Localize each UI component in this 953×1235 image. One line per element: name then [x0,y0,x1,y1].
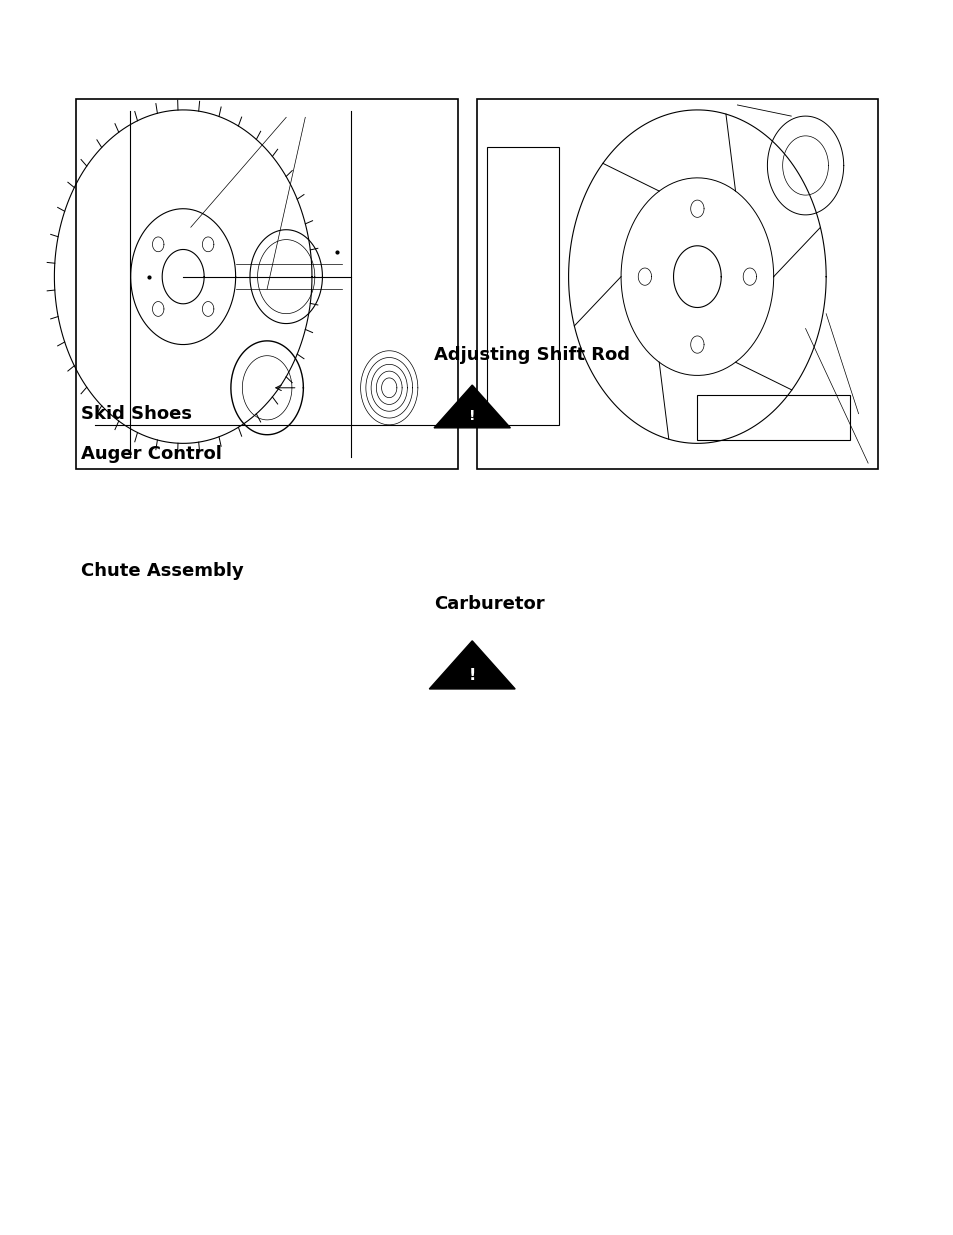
Bar [76,99,457,469]
Text: Carburetor: Carburetor [434,595,544,614]
Text: Chute Assembly: Chute Assembly [81,562,244,580]
Text: !: ! [469,409,475,422]
Text: Auger Control: Auger Control [81,445,222,463]
Polygon shape [429,641,515,689]
Text: !: ! [468,668,476,683]
Polygon shape [434,385,510,427]
Bar [697,395,849,440]
Text: Skid Shoes: Skid Shoes [81,405,192,424]
Text: Adjusting Shift Rod: Adjusting Shift Rod [434,346,629,364]
Bar [476,99,877,469]
Bar [486,147,558,425]
